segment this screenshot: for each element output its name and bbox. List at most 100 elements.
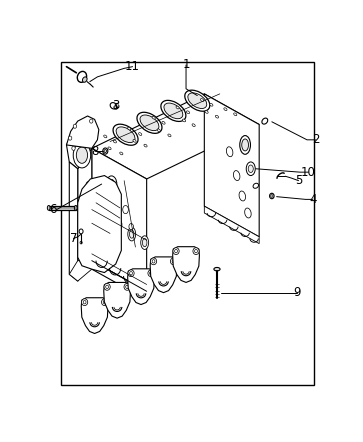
Ellipse shape (128, 270, 134, 277)
Ellipse shape (137, 112, 162, 133)
Ellipse shape (173, 248, 179, 255)
Ellipse shape (248, 165, 253, 172)
Ellipse shape (80, 241, 82, 244)
Ellipse shape (157, 129, 160, 132)
Polygon shape (128, 269, 154, 305)
Ellipse shape (176, 106, 179, 109)
Ellipse shape (82, 299, 88, 305)
Polygon shape (173, 247, 199, 282)
Ellipse shape (233, 171, 240, 180)
Ellipse shape (82, 77, 87, 82)
Ellipse shape (116, 127, 135, 142)
Ellipse shape (152, 259, 155, 263)
Ellipse shape (205, 110, 208, 113)
Ellipse shape (172, 259, 175, 263)
Polygon shape (92, 94, 259, 179)
Ellipse shape (104, 149, 107, 152)
Ellipse shape (262, 118, 268, 124)
Ellipse shape (106, 176, 117, 192)
Ellipse shape (74, 206, 77, 210)
Ellipse shape (86, 182, 90, 187)
Polygon shape (66, 128, 95, 169)
Polygon shape (66, 116, 99, 149)
Ellipse shape (192, 124, 195, 126)
Ellipse shape (175, 249, 178, 253)
Ellipse shape (245, 208, 251, 218)
Ellipse shape (210, 103, 213, 106)
Ellipse shape (101, 210, 109, 223)
Text: 9: 9 (293, 286, 301, 300)
Ellipse shape (193, 248, 199, 255)
Ellipse shape (109, 179, 115, 189)
Text: 4: 4 (309, 193, 317, 206)
Text: 11: 11 (125, 60, 140, 73)
Ellipse shape (168, 134, 171, 137)
Ellipse shape (188, 93, 207, 108)
Polygon shape (69, 261, 92, 281)
Ellipse shape (140, 115, 159, 131)
Polygon shape (204, 94, 259, 237)
Ellipse shape (200, 99, 204, 101)
Ellipse shape (72, 146, 75, 150)
Text: 1: 1 (182, 58, 190, 72)
Ellipse shape (128, 227, 136, 241)
Ellipse shape (89, 207, 92, 212)
Ellipse shape (79, 229, 83, 234)
Ellipse shape (103, 148, 108, 154)
Ellipse shape (152, 116, 155, 119)
Ellipse shape (234, 113, 237, 116)
Ellipse shape (240, 136, 250, 154)
Ellipse shape (183, 119, 185, 122)
Ellipse shape (170, 258, 177, 265)
Ellipse shape (227, 147, 233, 157)
Ellipse shape (271, 194, 273, 197)
Ellipse shape (106, 285, 109, 289)
Ellipse shape (120, 152, 123, 155)
Polygon shape (204, 206, 259, 244)
Ellipse shape (128, 127, 131, 130)
Ellipse shape (113, 140, 117, 143)
Ellipse shape (148, 270, 154, 277)
Ellipse shape (104, 283, 110, 290)
Polygon shape (92, 261, 147, 300)
Ellipse shape (141, 236, 148, 249)
Ellipse shape (164, 103, 183, 119)
Ellipse shape (195, 249, 197, 253)
Ellipse shape (116, 221, 120, 229)
Text: 5: 5 (295, 174, 302, 187)
Polygon shape (78, 149, 92, 281)
Ellipse shape (113, 124, 138, 145)
Ellipse shape (224, 108, 227, 110)
Ellipse shape (110, 103, 117, 109)
Ellipse shape (114, 106, 118, 109)
Ellipse shape (104, 135, 107, 138)
Ellipse shape (161, 100, 186, 122)
Ellipse shape (108, 147, 111, 150)
Ellipse shape (242, 139, 249, 151)
Ellipse shape (239, 191, 245, 201)
Bar (61, 61, 314, 385)
Ellipse shape (142, 239, 147, 247)
Ellipse shape (126, 285, 129, 289)
Ellipse shape (114, 218, 122, 232)
Ellipse shape (270, 193, 274, 199)
Ellipse shape (102, 299, 108, 305)
Ellipse shape (73, 124, 77, 128)
Polygon shape (104, 282, 130, 318)
Text: 6: 6 (49, 203, 57, 216)
Text: 2: 2 (312, 133, 319, 146)
Ellipse shape (253, 183, 258, 188)
Text: 7: 7 (70, 232, 77, 245)
Ellipse shape (73, 142, 91, 168)
Polygon shape (92, 149, 147, 291)
Ellipse shape (83, 301, 86, 304)
Ellipse shape (130, 230, 134, 238)
Ellipse shape (187, 111, 189, 114)
Ellipse shape (185, 90, 210, 111)
Ellipse shape (144, 144, 147, 147)
Ellipse shape (215, 115, 219, 118)
Text: 8: 8 (91, 145, 98, 157)
Ellipse shape (246, 162, 255, 175)
Ellipse shape (69, 136, 72, 140)
Text: 3: 3 (113, 99, 120, 112)
